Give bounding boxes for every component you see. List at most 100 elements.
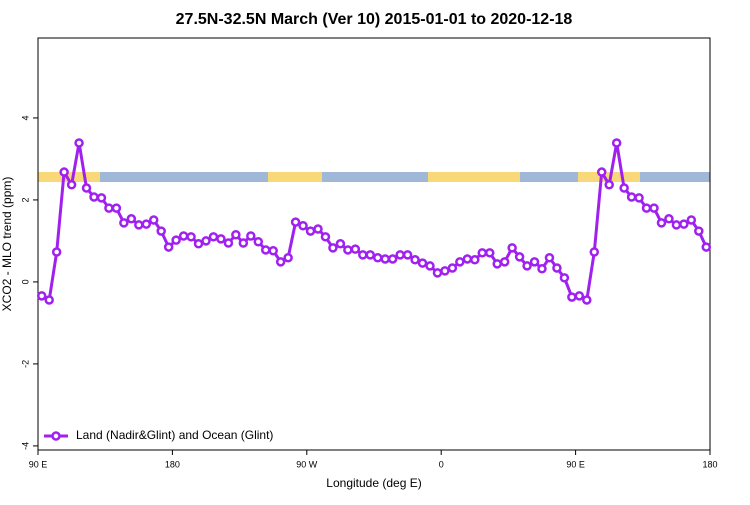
data-point [679, 219, 689, 229]
data-point [290, 217, 301, 227]
data-point [380, 254, 390, 264]
chart-title: 27.5N-32.5N March (Ver 10) 2015-01-01 to… [176, 11, 573, 28]
data-point [522, 261, 532, 271]
data-point [305, 226, 316, 236]
data-point [514, 252, 525, 262]
data-point [163, 242, 174, 252]
data-point [134, 220, 144, 230]
data-point [395, 250, 405, 260]
data-point [74, 138, 84, 148]
data-point [701, 242, 712, 252]
data-point [298, 221, 308, 231]
x-tick-label: 90 E [566, 459, 585, 469]
data-point [574, 291, 585, 301]
data-point [119, 218, 129, 228]
data-point [111, 203, 122, 213]
data-point [477, 248, 488, 258]
x-tick-label: 0 [439, 459, 444, 469]
y-tick-label: 0 [20, 279, 30, 284]
data-point [559, 273, 570, 283]
data-point [604, 180, 614, 190]
data-point [238, 238, 249, 248]
data-point [89, 192, 99, 202]
data-point [455, 257, 465, 267]
data-point [156, 226, 166, 236]
data-point [694, 226, 704, 236]
data-point [626, 192, 637, 202]
x-tick-label: 180 [165, 459, 180, 469]
data-point [589, 247, 600, 257]
data-point [447, 263, 458, 273]
data-point [425, 261, 435, 271]
data-point [186, 232, 196, 242]
y-tick-label: 4 [20, 115, 30, 120]
data-point [499, 257, 510, 267]
x-tick-label: 90 E [29, 459, 48, 469]
legend-label: Land (Nadir&Glint) and Ocean (Glint) [76, 428, 273, 442]
data-point [402, 250, 413, 260]
land-band [578, 172, 640, 182]
data-point [619, 183, 629, 193]
data-point [410, 255, 420, 265]
data-point [253, 236, 264, 247]
data-point [350, 244, 361, 254]
data-point [537, 264, 547, 274]
data-point [387, 254, 398, 264]
data-point [634, 193, 644, 203]
data-point [171, 235, 181, 245]
data-point [529, 257, 540, 267]
data-point [320, 232, 331, 242]
data-point [246, 231, 256, 241]
data-point [365, 250, 376, 260]
x-tick-label: 90 W [296, 459, 318, 469]
data-point [343, 245, 353, 255]
data-point [66, 180, 77, 190]
data-point [462, 254, 473, 264]
data-point [59, 167, 69, 177]
data-point [223, 238, 234, 248]
data-point [178, 231, 189, 241]
data-point [96, 193, 107, 203]
data-point [141, 219, 152, 229]
data-point [596, 167, 607, 177]
y-tick-label: -4 [20, 442, 30, 450]
data-point [507, 243, 517, 253]
data-point [664, 214, 674, 224]
data-point [36, 291, 47, 301]
data-point [283, 252, 293, 263]
data-point [208, 232, 219, 242]
x-axis-label: Longitude (deg E) [326, 476, 421, 490]
data-point [358, 250, 368, 260]
data-point [328, 243, 338, 253]
data-point [649, 203, 659, 213]
data-point [484, 248, 495, 258]
data-point [126, 214, 137, 224]
land-band [38, 172, 100, 182]
data-point [641, 203, 652, 213]
legend-marker [51, 431, 61, 441]
data-point [611, 138, 622, 148]
data-point [372, 252, 383, 263]
data-point [440, 266, 450, 276]
y-axis-label: XCO2 - MLO trend (ppm) [0, 177, 14, 312]
data-point [193, 239, 204, 249]
data-point [313, 224, 323, 234]
data-point [275, 257, 286, 267]
data-point [417, 258, 428, 268]
ocean-band [640, 172, 710, 182]
data-point [51, 247, 62, 257]
y-tick-label: -2 [20, 360, 30, 368]
data-point [216, 234, 226, 244]
data-point [671, 220, 682, 230]
ocean-band [520, 172, 578, 182]
data-point [104, 203, 114, 213]
data-point [492, 259, 502, 269]
ocean-band [322, 172, 428, 182]
data-point [268, 246, 278, 256]
data-point [44, 295, 54, 305]
data-point [148, 215, 159, 225]
data-point [686, 215, 697, 225]
data-point [335, 239, 346, 249]
data-point [544, 252, 555, 263]
